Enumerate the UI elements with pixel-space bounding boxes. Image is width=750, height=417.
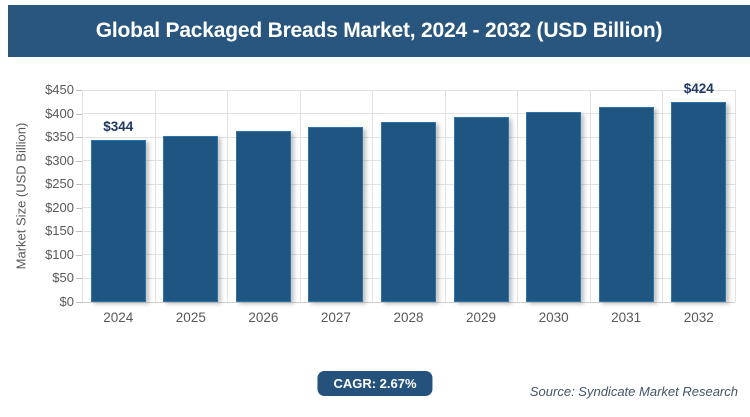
x-tick-label: 2025 [175, 310, 206, 325]
y-tick-label: $400 [45, 105, 74, 121]
y-tick-label: $100 [45, 246, 74, 262]
v-gridline [445, 90, 446, 302]
chart-title: Global Packaged Breads Market, 2024 - 20… [95, 19, 663, 42]
y-tick-mark [76, 184, 82, 186]
v-gridline [735, 90, 736, 302]
y-tick-label: $450 [45, 82, 74, 97]
bar [453, 117, 509, 302]
y-tick-label: $250 [45, 176, 74, 192]
h-gridline [82, 301, 735, 303]
plot-area [82, 89, 736, 303]
v-gridline [300, 90, 301, 302]
bar-value-label: $424 [683, 81, 714, 97]
h-gridline [82, 89, 735, 91]
bar [90, 139, 146, 302]
y-tick-mark [76, 302, 82, 303]
y-tick-mark [76, 137, 82, 139]
x-tick-label: 2026 [248, 310, 279, 325]
x-tick-label: 2027 [320, 310, 351, 325]
v-gridline [155, 90, 156, 302]
x-tick-label: 2031 [611, 310, 642, 325]
y-tick-label: $150 [45, 223, 74, 239]
source-attribution: Source: Syndicate Market Research [529, 384, 738, 399]
v-gridline [227, 90, 228, 302]
y-tick-mark [76, 90, 82, 91]
bar [598, 106, 654, 302]
v-gridline [82, 90, 83, 302]
h-gridline [82, 113, 735, 115]
y-tick-mark [76, 207, 82, 209]
cagr-badge: CAGR: 2.67% [317, 371, 433, 396]
bar [308, 126, 364, 302]
x-tick-label: 2030 [538, 310, 569, 325]
x-tick-label: 2032 [683, 310, 714, 325]
v-gridline [662, 90, 663, 302]
y-tick-label: $300 [45, 152, 74, 168]
y-tick-mark [76, 160, 82, 162]
bar [163, 135, 219, 302]
bar [526, 112, 582, 302]
x-tick-label: 2029 [466, 310, 497, 325]
bar-value-label: $344 [103, 118, 134, 134]
y-tick-label: $0 [59, 294, 74, 309]
chart-title-bar: Global Packaged Breads Market, 2024 - 20… [8, 5, 750, 57]
bar [381, 122, 436, 302]
y-tick-label: $200 [45, 199, 74, 215]
bar [235, 131, 291, 302]
y-tick-mark [76, 231, 82, 233]
x-tick-label: 2024 [103, 310, 134, 325]
y-tick-mark [76, 113, 82, 115]
bar [671, 102, 727, 302]
y-tick-mark [76, 254, 82, 256]
x-tick-label: 2028 [393, 310, 424, 325]
v-gridline [372, 90, 373, 302]
y-tick-label: $350 [45, 129, 74, 145]
v-gridline [517, 90, 518, 302]
y-tick-label: $50 [52, 270, 74, 286]
y-tick-mark [76, 278, 82, 280]
v-gridline [590, 90, 591, 302]
